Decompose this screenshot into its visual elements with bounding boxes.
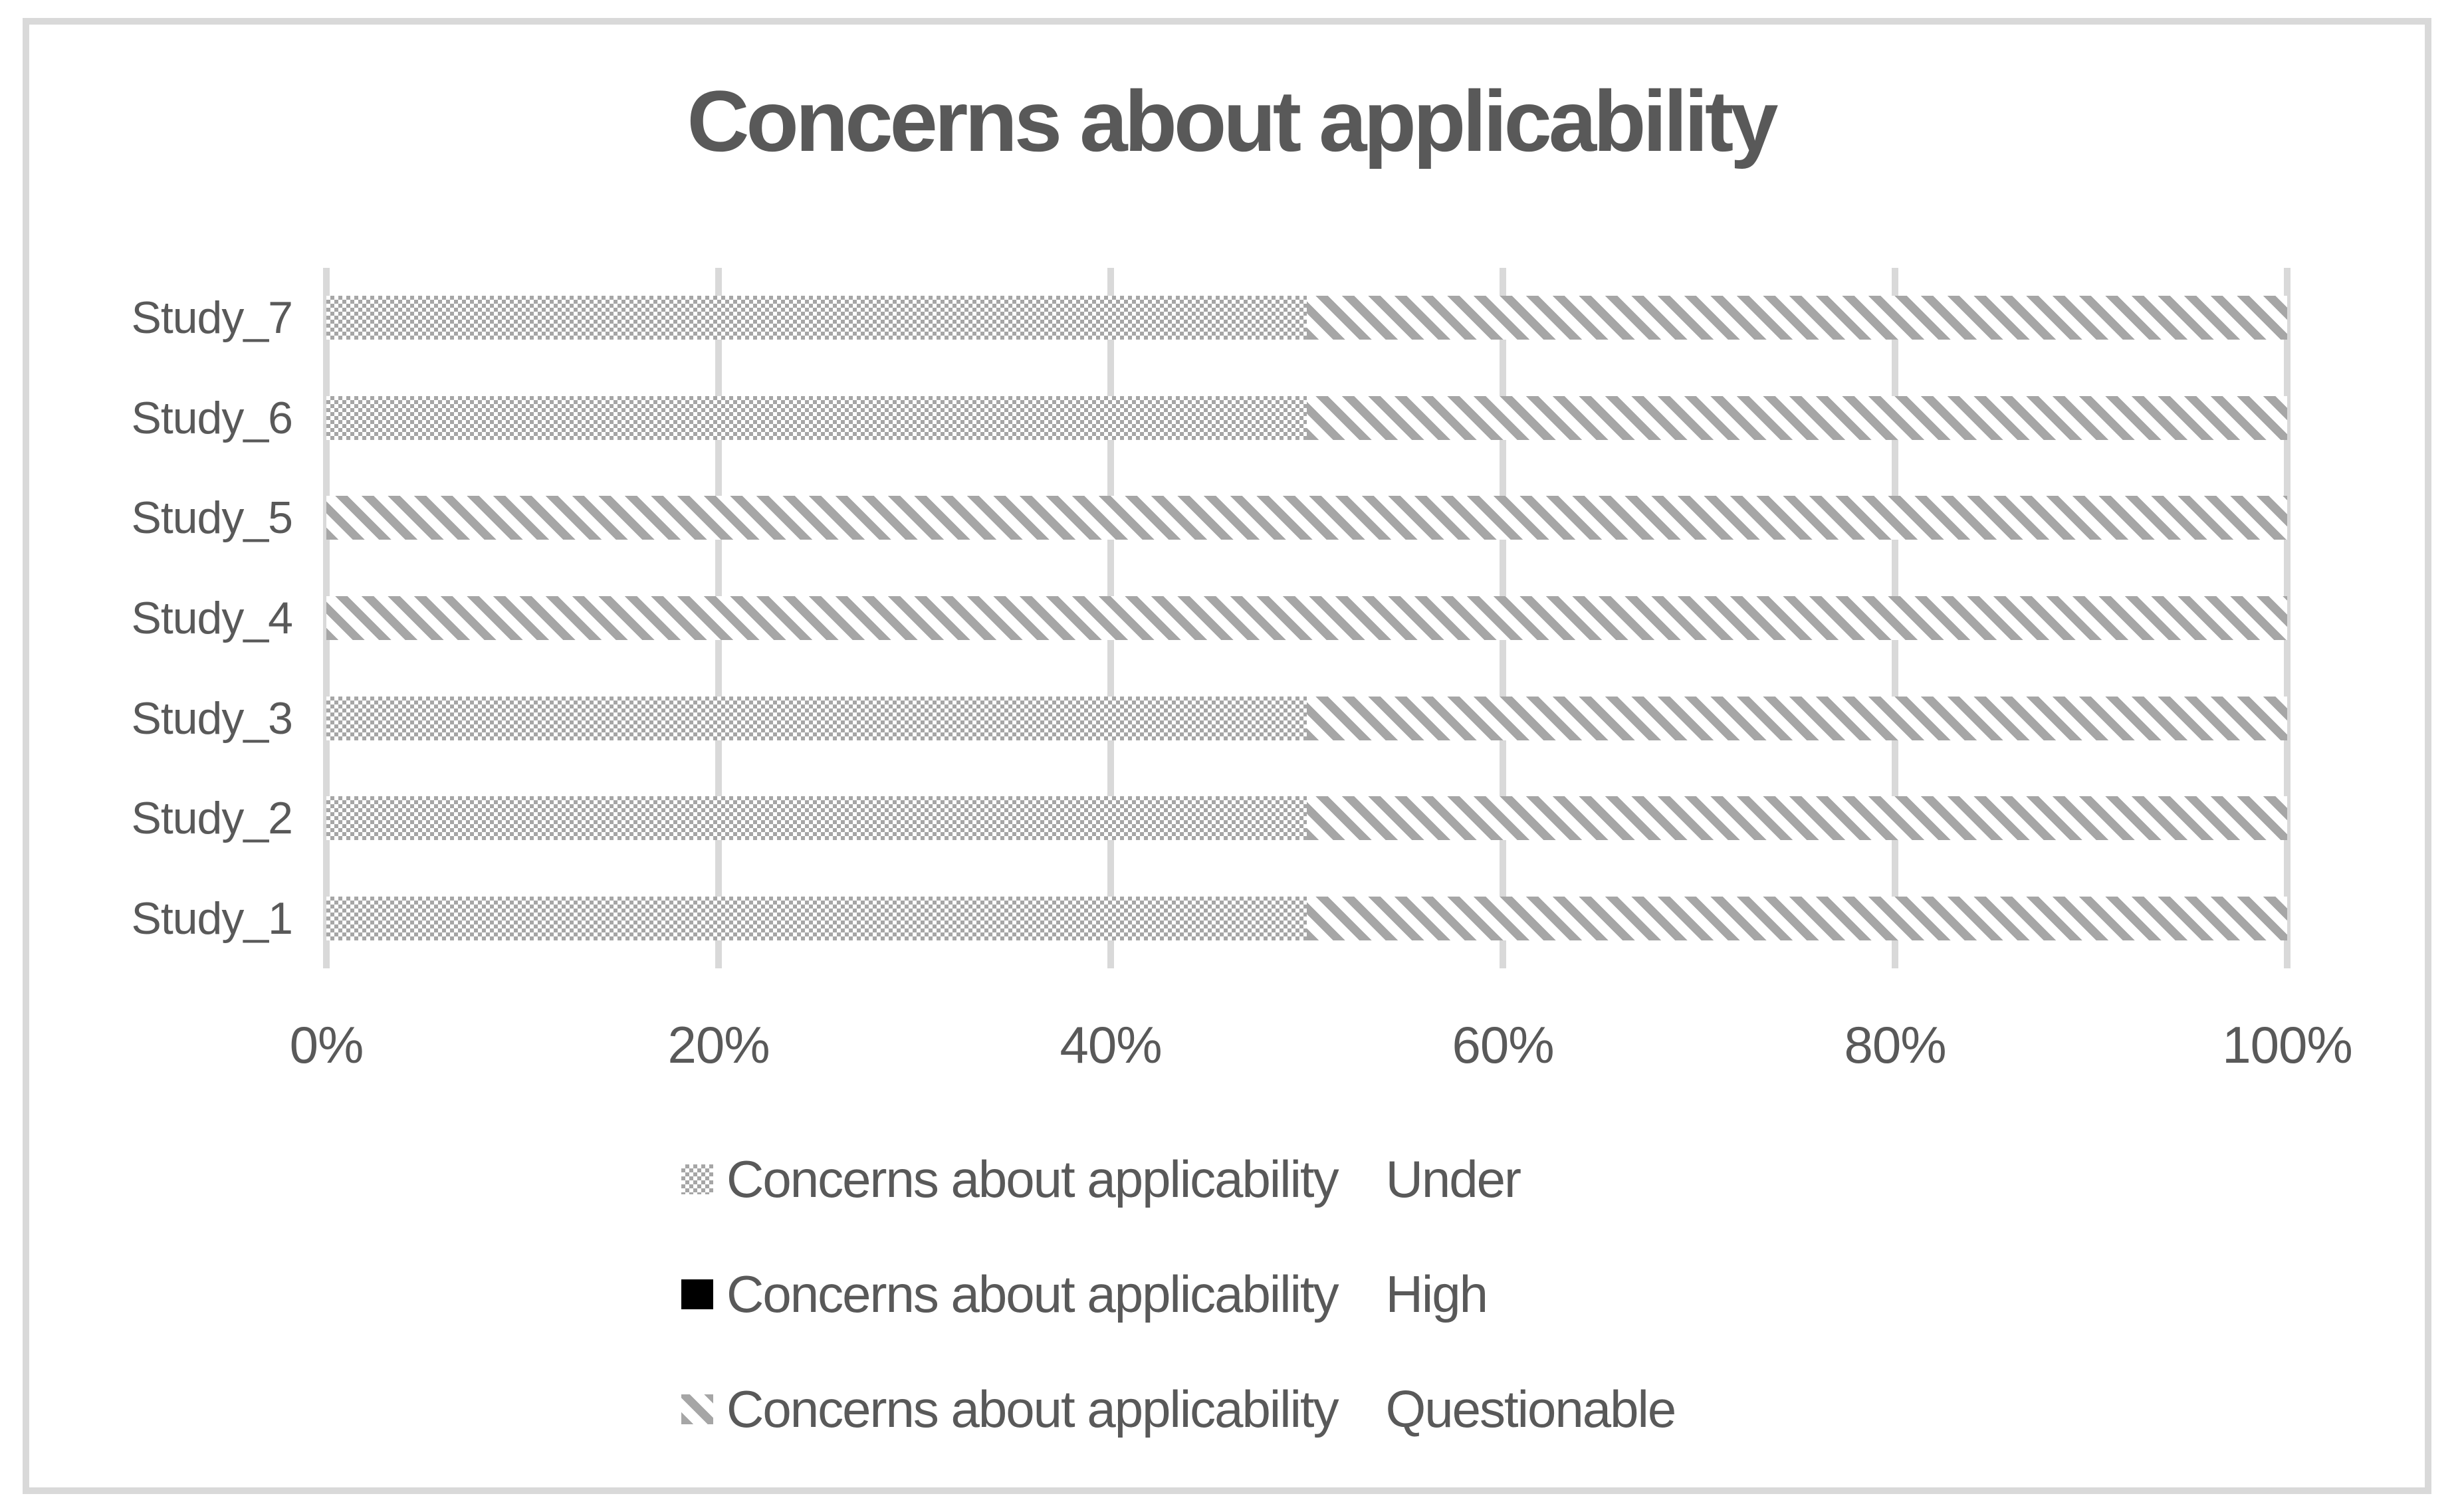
bar-segment-under [326, 796, 1307, 841]
bar-segment-questionable [1307, 296, 2287, 340]
legend-swatch-black [681, 1279, 713, 1309]
x-axis-tick-label: 60% [1452, 1016, 1554, 1074]
legend-series-name: Concerns about applicability [727, 1379, 1339, 1438]
bar-segment-under [326, 696, 1307, 740]
bar-segment-questionable [1307, 395, 2287, 440]
bar-segment-questionable [1307, 896, 2287, 940]
x-axis-tick-label: 0% [289, 1016, 364, 1074]
legend-level-label: Under [1385, 1149, 1521, 1208]
bar-segment-questionable [1307, 696, 2287, 740]
bar-segment-questionable [326, 496, 2287, 540]
x-axis-tick-label: 100% [2222, 1016, 2353, 1074]
y-axis-label: Study_2 [131, 793, 293, 844]
chart-border [23, 18, 2431, 1494]
legend: Concerns about applicability Under Concern… [681, 1142, 1677, 1487]
gridline-100% [2284, 268, 2291, 968]
y-axis-label: Study_4 [131, 593, 293, 643]
legend-series-name: Concerns about applicability [727, 1264, 1339, 1323]
y-axis-label: Study_5 [131, 492, 293, 544]
y-axis-label: Study_3 [131, 693, 293, 744]
legend-swatch-diagonal [681, 1394, 713, 1424]
legend-swatch-dotted [681, 1164, 713, 1194]
y-axis-label: Study_7 [131, 292, 293, 344]
bar-segment-under [326, 395, 1307, 440]
legend-series-name: Concerns about applicability [727, 1149, 1339, 1208]
x-axis-tick-label: 20% [667, 1016, 770, 1074]
legend-item-high: Concerns about applicability High [681, 1257, 1675, 1331]
bar-segment-under [326, 296, 1307, 340]
legend-level-label: Questionable [1385, 1379, 1677, 1438]
x-axis-tick-label: 80% [1844, 1016, 1946, 1074]
x-axis-tick-label: 40% [1060, 1016, 1162, 1074]
bar-segment-under [326, 896, 1307, 940]
chart-title: Concerns about applicability [687, 72, 1779, 169]
legend-item-under: Concerns about applicability Under [681, 1142, 1675, 1216]
bar-segment-questionable [1307, 796, 2287, 841]
y-axis-label: Study_6 [131, 392, 293, 443]
legend-level-label: High [1385, 1264, 1488, 1323]
legend-item-questionable: Concerns about applicability Questionable [681, 1372, 1677, 1446]
bar-segment-questionable [326, 596, 2287, 640]
y-axis-label: Study_1 [131, 893, 293, 944]
